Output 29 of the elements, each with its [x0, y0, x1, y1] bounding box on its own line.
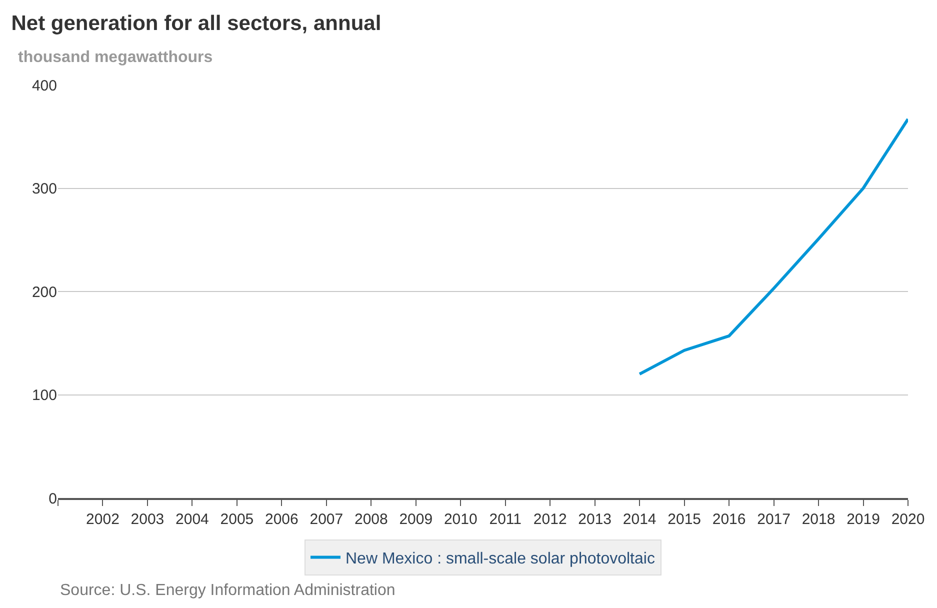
x-tick-label: 2003 — [130, 511, 164, 528]
y-tick-label: 300 — [32, 180, 57, 198]
x-tick-label: 2018 — [802, 511, 836, 528]
x-tick-label: 2016 — [712, 511, 746, 528]
x-tick-label: 2020 — [891, 511, 925, 528]
x-tick-label: 2013 — [578, 511, 612, 528]
line-series — [638, 118, 908, 376]
x-tick-label: 2007 — [310, 511, 344, 528]
y-axis-title: thousand megawatthours — [18, 49, 213, 66]
x-tick-label: 2017 — [757, 511, 790, 528]
x-tick-label: 2010 — [444, 511, 478, 528]
y-tick-label: 200 — [32, 284, 57, 301]
x-tick-label: 2015 — [668, 511, 702, 528]
x-tick-label: 2006 — [264, 511, 298, 528]
x-tick-label: 2012 — [533, 511, 567, 528]
y-tick-label: 100 — [32, 387, 57, 404]
y-tick-label: 400 — [32, 77, 57, 94]
x-tick-label: 2019 — [846, 511, 880, 528]
x-tick-label: 2004 — [176, 511, 209, 528]
x-tick-label: 2011 — [489, 511, 522, 528]
y-tick-label: 0 — [48, 490, 57, 508]
legend-label: New Mexico : small-scale solar photovoltaic — [346, 550, 655, 568]
x-tick-label: 2008 — [354, 511, 388, 528]
x-tick-label: 2002 — [86, 511, 120, 528]
chart-title: Net generation for all sectors, annual — [11, 12, 382, 35]
x-tick-label: 2005 — [220, 511, 254, 528]
x-tick-label: 2014 — [622, 511, 656, 528]
x-tick-label: 2009 — [399, 511, 433, 528]
source-note: Source: U.S. Energy Information Administration — [60, 582, 396, 599]
